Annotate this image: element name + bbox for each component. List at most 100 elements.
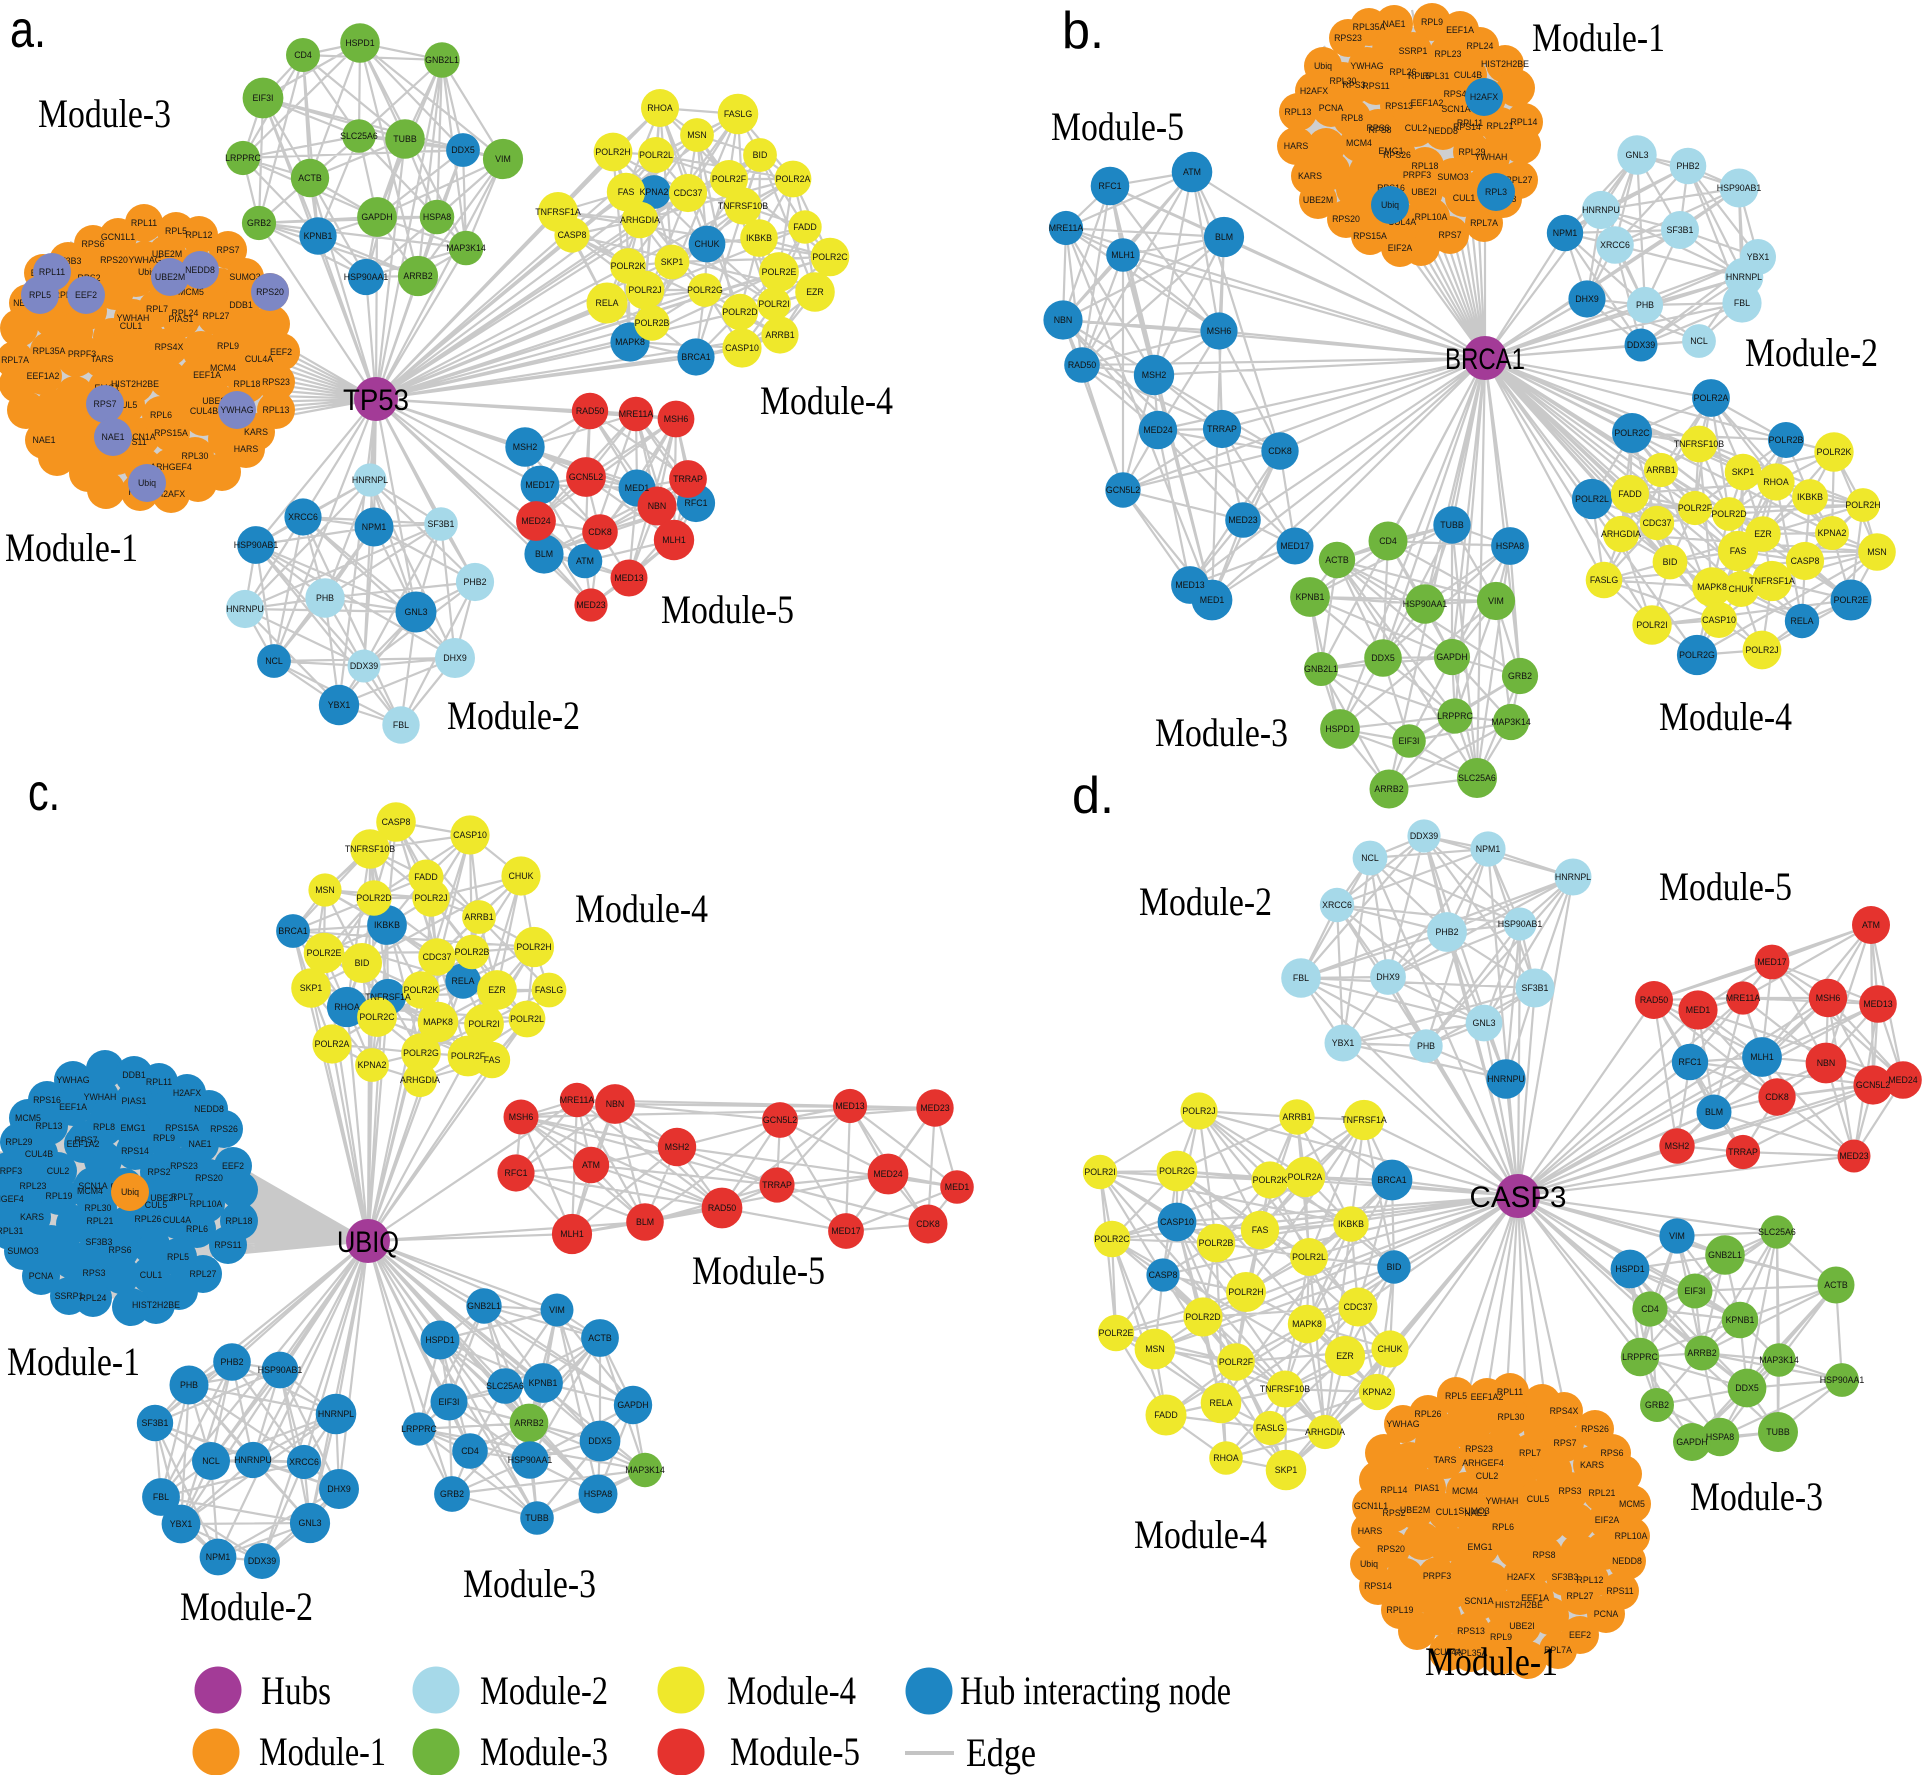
svg-text:FASLG: FASLG (724, 109, 753, 119)
svg-text:RPL13: RPL13 (36, 1121, 63, 1131)
svg-text:HNRNPL: HNRNPL (318, 1409, 354, 1419)
svg-text:Module-2: Module-2 (1745, 330, 1878, 375)
svg-text:FADD: FADD (1618, 489, 1641, 499)
svg-text:YWHAG: YWHAG (1350, 61, 1383, 71)
svg-text:Module-3: Module-3 (480, 1729, 608, 1774)
svg-text:NEDD8: NEDD8 (194, 1104, 224, 1114)
svg-text:MSH2: MSH2 (665, 1142, 690, 1152)
svg-text:GNB2L1: GNB2L1 (1708, 1250, 1742, 1260)
svg-text:YWHAH: YWHAH (1486, 1496, 1519, 1506)
svg-text:RPL13: RPL13 (1285, 107, 1312, 117)
svg-text:ARHGEF4: ARHGEF4 (0, 1194, 24, 1204)
svg-text:FBL: FBL (1293, 973, 1309, 983)
svg-text:Module-1: Module-1 (1425, 1639, 1558, 1684)
svg-text:MED17: MED17 (1757, 957, 1786, 967)
svg-text:DDX39: DDX39 (350, 661, 378, 671)
svg-text:DDX5: DDX5 (1371, 653, 1395, 663)
svg-text:POLR2A: POLR2A (1694, 393, 1729, 403)
svg-text:EIF3I: EIF3I (1398, 736, 1419, 746)
svg-text:RPL10A: RPL10A (190, 1199, 223, 1209)
svg-text:CUL4A: CUL4A (245, 354, 273, 364)
svg-text:RPS8: RPS8 (1533, 1550, 1556, 1560)
svg-text:H2AFX: H2AFX (1300, 86, 1328, 96)
svg-text:Module-3: Module-3 (38, 91, 171, 136)
svg-text:FAS: FAS (1730, 546, 1747, 556)
svg-text:DDB1: DDB1 (122, 1070, 146, 1080)
svg-text:EZR: EZR (1754, 529, 1772, 539)
svg-text:EEF1A: EEF1A (1446, 25, 1474, 35)
svg-text:GCN5L2: GCN5L2 (1856, 1080, 1890, 1090)
svg-text:Module-3: Module-3 (463, 1561, 596, 1606)
svg-text:RPL11: RPL11 (1457, 118, 1483, 128)
svg-text:VIM: VIM (549, 1305, 565, 1315)
svg-text:CD4: CD4 (1379, 536, 1397, 546)
svg-text:SCN1A: SCN1A (1441, 104, 1470, 114)
svg-text:MCM5: MCM5 (15, 1113, 41, 1123)
svg-text:RPL27: RPL27 (190, 1269, 217, 1279)
svg-text:POLR2G: POLR2G (1159, 1166, 1195, 1176)
svg-text:RAD50: RAD50 (576, 406, 604, 416)
svg-text:HSP90AA1: HSP90AA1 (344, 272, 389, 282)
svg-text:CASP10: CASP10 (1160, 1217, 1194, 1227)
svg-text:SUMO3: SUMO3 (1437, 172, 1468, 182)
svg-text:TRRAP: TRRAP (762, 1180, 792, 1190)
svg-text:POLR2I: POLR2I (1636, 620, 1667, 630)
svg-text:KPNA2: KPNA2 (640, 187, 669, 197)
svg-text:DDX39: DDX39 (1627, 340, 1655, 350)
svg-text:CUL1: CUL1 (1453, 193, 1476, 203)
svg-text:SUMO3: SUMO3 (7, 1246, 38, 1256)
svg-text:RPL26: RPL26 (135, 1214, 162, 1224)
svg-text:Module-2: Module-2 (180, 1584, 313, 1629)
svg-text:RPL5: RPL5 (1408, 71, 1430, 81)
svg-text:MRE11A: MRE11A (1726, 993, 1761, 1003)
svg-text:HIST2H2BE: HIST2H2BE (1481, 59, 1529, 69)
svg-text:EEF2: EEF2 (270, 347, 292, 357)
svg-text:SCN1A: SCN1A (78, 1181, 107, 1191)
svg-text:POLR2J: POLR2J (1182, 1106, 1215, 1116)
svg-text:CASP8: CASP8 (1791, 556, 1820, 566)
svg-text:Module-5: Module-5 (1051, 104, 1184, 149)
svg-text:RPL18: RPL18 (1412, 161, 1439, 171)
svg-text:CUL4B: CUL4B (190, 406, 218, 416)
svg-text:YBX1: YBX1 (328, 700, 351, 710)
svg-text:MAPK8: MAPK8 (1292, 1319, 1322, 1329)
svg-text:POLR2D: POLR2D (1711, 509, 1746, 519)
svg-text:SF3B1: SF3B1 (1667, 225, 1694, 235)
svg-text:KPNA2: KPNA2 (1363, 1387, 1392, 1397)
svg-text:RPS26: RPS26 (1581, 1424, 1609, 1434)
svg-text:MCM4: MCM4 (77, 1186, 103, 1196)
svg-text:EZR: EZR (488, 985, 506, 995)
svg-text:DDB1: DDB1 (229, 300, 253, 310)
svg-text:ARHGDIA: ARHGDIA (1601, 529, 1641, 539)
svg-text:NAE1: NAE1 (33, 435, 56, 445)
svg-text:POLR2D: POLR2D (356, 893, 391, 903)
svg-text:YBX1: YBX1 (170, 1519, 193, 1529)
svg-text:POLR2C: POLR2C (1614, 428, 1650, 438)
svg-text:TNFRSF10B: TNFRSF10B (345, 844, 395, 854)
svg-text:FAS: FAS (618, 187, 635, 197)
svg-text:Module-2: Module-2 (480, 1668, 608, 1713)
svg-text:RHOA: RHOA (647, 103, 673, 113)
svg-text:RPL6: RPL6 (150, 410, 172, 420)
svg-text:BID: BID (1663, 557, 1678, 567)
svg-text:RHOA: RHOA (334, 1002, 360, 1012)
svg-text:EEF1A2: EEF1A2 (67, 1139, 100, 1149)
svg-text:EEF1A: EEF1A (1521, 1593, 1549, 1603)
svg-text:Hub interacting node: Hub interacting node (960, 1668, 1231, 1713)
svg-text:SLC25A6: SLC25A6 (1458, 773, 1496, 783)
svg-text:POLR2H: POLR2H (595, 147, 630, 157)
svg-text:MAP3K14: MAP3K14 (1491, 717, 1531, 727)
svg-text:RPS20: RPS20 (1377, 1544, 1405, 1554)
svg-text:RPL9: RPL9 (1490, 1632, 1512, 1642)
svg-text:H2AFX: H2AFX (1507, 1572, 1535, 1582)
svg-text:NAE1: NAE1 (189, 1139, 212, 1149)
svg-text:RPS3: RPS3 (1343, 80, 1366, 90)
svg-text:PHB2: PHB2 (1436, 927, 1459, 937)
svg-text:NEDD8: NEDD8 (185, 265, 215, 275)
svg-text:YWHAG: YWHAG (56, 1075, 89, 1085)
svg-text:RPL35A: RPL35A (1353, 22, 1386, 32)
svg-text:CASP8: CASP8 (1149, 1270, 1178, 1280)
svg-text:RPL30: RPL30 (182, 451, 209, 461)
svg-text:RPL27: RPL27 (1567, 1591, 1594, 1601)
svg-text:CUL1: CUL1 (1436, 1507, 1459, 1517)
